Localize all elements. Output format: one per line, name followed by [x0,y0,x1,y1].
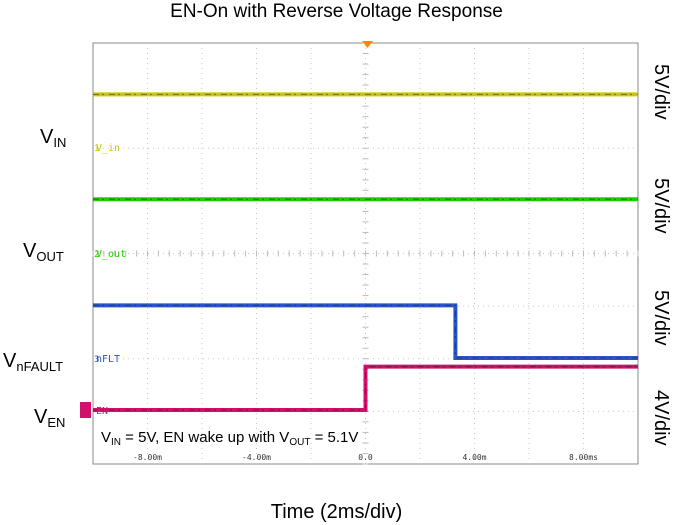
vin-scale: 5V/div [650,64,672,120]
condition-annotation: VIN = 5V, EN wake up with VOUT = 5.1V [101,429,359,448]
channel-number: 1 [94,144,99,154]
vnfault-label: VnFAULT [3,350,64,374]
chart-title: EN-On with Reverse Voltage Response [170,1,503,22]
trace-noise [93,304,638,359]
vnfault-scale: 5V/div [650,290,672,346]
ven-label: VEN [34,406,66,430]
trace-noise [93,366,638,411]
x-tick-label: 0.0 [358,453,373,462]
vout-scale: 5V/div [650,178,672,234]
x-tick-label: 4.00m [462,453,486,462]
vout-label: VOUT [23,240,64,264]
vin-label: VIN [40,126,67,150]
channel-name: EN [96,406,108,417]
x-tick-label: -8.00m [133,453,162,462]
x-tick-label: 8.00ms [569,453,598,462]
x-tick-label: -4.00m [242,453,271,462]
channel-name: V_in [96,143,120,154]
channel-number: 2 [94,250,99,260]
trigger-marker [362,41,373,48]
channel-number: 3 [94,355,99,365]
channel-name: V_out [96,249,126,260]
channel-marker [80,402,91,418]
x-axis-label: Time (2ms/div) [270,501,403,523]
channel-name: nFLT [96,354,120,365]
x-ticks: -8.00m -4.00m 0.0 4.00m 8.00ms [133,453,598,462]
ven-scale: 4V/div [650,390,672,446]
traces [93,92,638,412]
